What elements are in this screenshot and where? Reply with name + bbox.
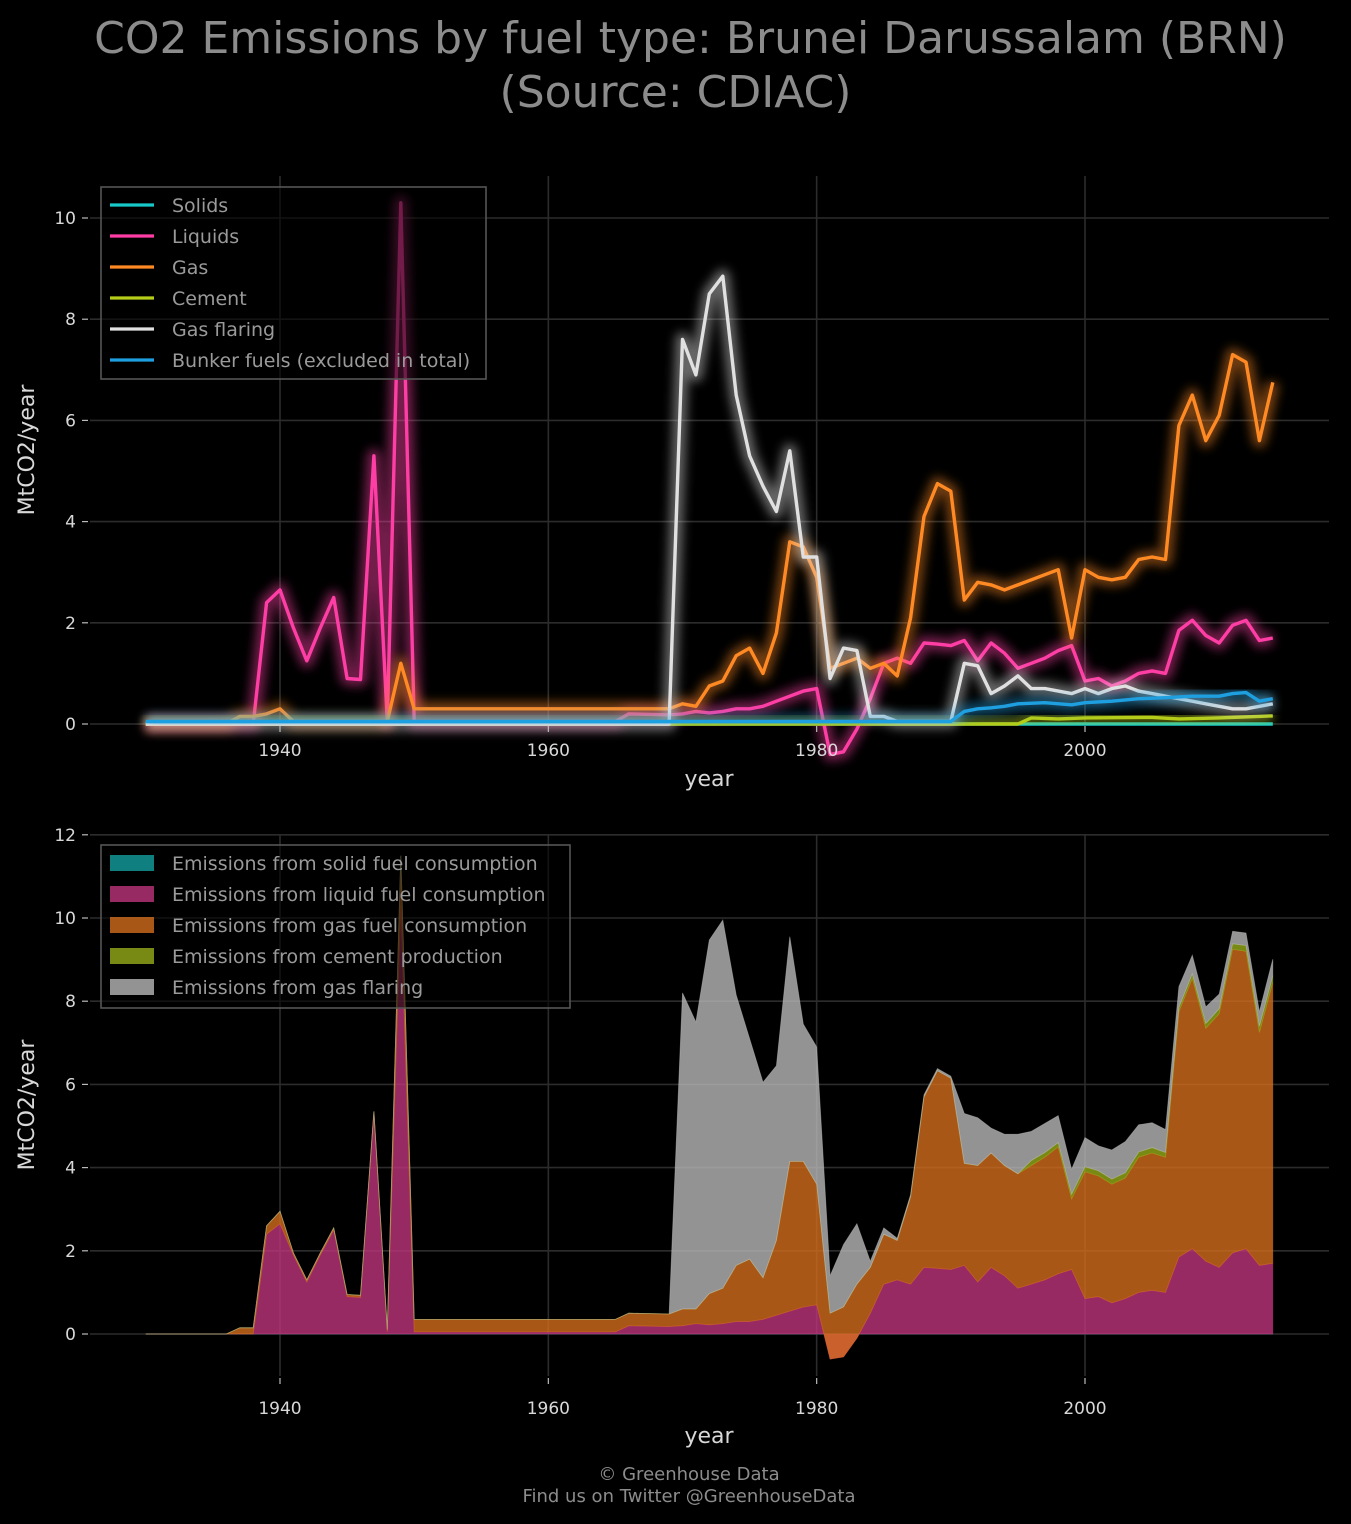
top-ytick-label: 10: [54, 209, 76, 229]
series-glow-2: [145, 347, 1280, 731]
legend-label-2: Emissions from gas fuel consumption: [172, 915, 527, 937]
bottom-ytick-label: 10: [54, 909, 76, 929]
series-line-3: [145, 714, 1273, 726]
bottom-xtick-label: 2000: [1063, 1399, 1106, 1419]
title-line-1: CO2 Emissions by fuel type: Brunei Darus…: [94, 13, 1287, 64]
credit-line-2: Find us on Twitter @GreenhouseData: [522, 1486, 856, 1507]
legend-swatch-0: [110, 855, 154, 871]
bottom-xtick-label: 1980: [795, 1399, 838, 1419]
legend-label-1: Emissions from liquid fuel consumption: [172, 884, 546, 906]
stacked-area-chart: 0 2 4 6 8 10 12 1940 1960 1980 2000 year MtCO2/year E…: [15, 826, 1329, 1449]
legend-label-5: Bunker fuels (excluded in total): [172, 350, 470, 372]
bottom-ytick-label: 6: [65, 1075, 76, 1095]
credit-line-1: © Greenhouse Data: [598, 1464, 780, 1485]
bottom-xtick-label: 1940: [258, 1399, 301, 1419]
legend-box: [100, 844, 571, 1009]
bottom-ytick-label: 2: [65, 1242, 76, 1262]
line-chart: 0 2 4 6 8 10 1940 1960 1980 2000 year MtCO2/year Sol…: [15, 176, 1329, 792]
bottom-ytick-label: 12: [54, 826, 76, 846]
legend-label-4: Emissions from gas flaring: [172, 977, 423, 999]
legend-label-0: Emissions from solid fuel consumption: [172, 853, 538, 875]
bottom-ytick-label: 4: [65, 1159, 76, 1179]
legend-swatch-3: [110, 948, 154, 964]
legend-swatch-4: [110, 979, 154, 995]
legend-label-4: Gas flaring: [172, 319, 275, 341]
top-legend: Solids Liquids Gas Cement Gas flaring Bunker …: [100, 186, 487, 380]
top-ytick-label: 6: [65, 411, 76, 431]
bottom-legend: Emissions from solid fuel consumption Emi…: [100, 844, 571, 1009]
bottom-ytick-label: 0: [65, 1325, 76, 1345]
legend-box: [100, 186, 487, 380]
series-line-1: [145, 201, 1274, 757]
top-xtick-label: 2000: [1063, 741, 1106, 761]
bottom-x-axis-label: year: [684, 1424, 734, 1449]
top-ytick-label: 8: [65, 310, 76, 330]
area-4: [145, 855, 1274, 1335]
bottom-y-axis-label: MtCO2/year: [15, 1039, 40, 1171]
bottom-ytick-label: 8: [65, 992, 76, 1012]
chart-title: CO2 Emissions by fuel type: Brunei Darus…: [0, 12, 1351, 120]
legend-label-3: Cement: [172, 288, 247, 310]
top-ytick-label: 2: [65, 614, 76, 634]
top-xtick-label: 1960: [527, 741, 570, 761]
top-x-axis-label: year: [684, 767, 734, 792]
legend-swatch-1: [110, 886, 154, 902]
credit: © Greenhouse Data Find us on Twitter @Gr…: [0, 1464, 1351, 1508]
top-y-axis-label: MtCO2/year: [15, 384, 40, 516]
title-line-2: (Source: CDIAC): [499, 67, 852, 118]
legend-label-3: Emissions from cement production: [172, 946, 503, 968]
bottom-xtick-label: 1960: [527, 1399, 570, 1419]
series-line-5: [145, 690, 1274, 724]
legend-swatch-2: [110, 917, 154, 933]
top-xtick-label: 1940: [258, 741, 301, 761]
top-ytick-label: 0: [65, 715, 76, 735]
top-xtick-label: 1980: [795, 741, 838, 761]
legend-label-2: Gas: [172, 257, 208, 279]
series-line-2: [145, 352, 1275, 726]
top-ytick-label: 4: [65, 513, 76, 533]
legend-label-1: Liquids: [172, 226, 239, 248]
legend-label-0: Solids: [172, 195, 228, 217]
